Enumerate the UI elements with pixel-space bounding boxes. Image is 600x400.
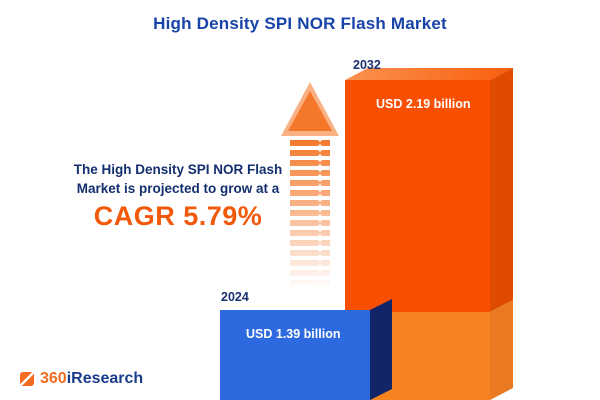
growth-arrow-tail-fade	[287, 138, 333, 290]
cagr-value: CAGR 5.79%	[93, 201, 263, 231]
logo-icon	[20, 372, 34, 386]
value-label-2032: USD 2.19 billion	[376, 97, 471, 111]
description-line-2: Market is projected to grow at a	[76, 181, 280, 196]
bar-2024	[220, 299, 392, 400]
bar-2032-top-face	[345, 68, 513, 80]
bar-2024-front-face	[220, 310, 370, 400]
brand-logo: 360iResearch	[20, 370, 143, 388]
bar-2032-side-face-lower	[490, 300, 513, 400]
bar-2032-side-face-upper	[490, 68, 513, 312]
growth-arrow	[281, 82, 339, 290]
logo-text-iresearch: iResearch	[66, 370, 144, 387]
logo-text-360: 360	[40, 370, 67, 387]
category-label-2032: 2032	[353, 58, 381, 72]
category-label-2024: 2024	[221, 290, 249, 304]
bar-2032-front-face-upper	[345, 80, 490, 312]
description-block: The High Density SPI NOR Flash Market is…	[28, 160, 328, 231]
value-label-2024: USD 1.39 billion	[246, 327, 341, 341]
logo-text: 360iResearch	[40, 370, 143, 388]
growth-arrow-head	[288, 91, 332, 131]
description-line-1: The High Density SPI NOR Flash	[73, 162, 283, 177]
bar-2024-side-face	[370, 299, 392, 400]
page-title: High Density SPI NOR Flash Market	[153, 14, 447, 33]
